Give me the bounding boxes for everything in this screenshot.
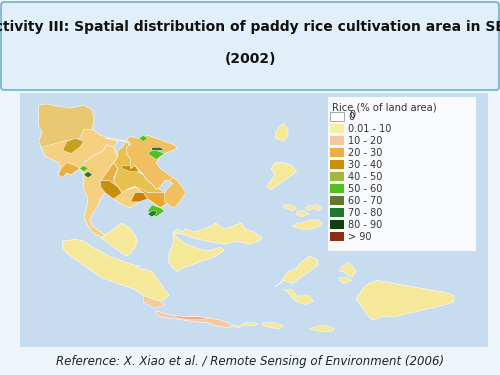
Polygon shape (276, 256, 318, 286)
Text: 30 - 40: 30 - 40 (348, 160, 382, 170)
FancyBboxPatch shape (1, 2, 499, 90)
Polygon shape (126, 187, 169, 208)
Polygon shape (173, 315, 207, 320)
Text: Activity III: Spatial distribution of paddy rice cultivation area in SEA: Activity III: Spatial distribution of pa… (0, 20, 500, 34)
Text: 80 - 90: 80 - 90 (348, 220, 382, 230)
Polygon shape (126, 135, 178, 190)
Polygon shape (38, 104, 110, 178)
Polygon shape (310, 326, 335, 332)
Polygon shape (148, 211, 156, 217)
Text: 0.01 - 10: 0.01 - 10 (348, 124, 392, 134)
Bar (330, 172, 344, 181)
Polygon shape (101, 181, 122, 199)
Polygon shape (122, 166, 139, 172)
Text: 0: 0 (348, 112, 354, 122)
Polygon shape (284, 290, 296, 298)
Polygon shape (296, 211, 310, 217)
Text: 70 - 80: 70 - 80 (348, 208, 382, 218)
Polygon shape (148, 205, 164, 217)
Polygon shape (232, 325, 241, 328)
Bar (330, 220, 344, 229)
Polygon shape (130, 193, 148, 202)
Polygon shape (42, 129, 118, 178)
Text: 10 - 20: 10 - 20 (348, 136, 382, 146)
Bar (328, 97, 476, 251)
Polygon shape (136, 266, 139, 267)
Polygon shape (58, 162, 80, 178)
Text: > 90: > 90 (348, 232, 372, 242)
Bar (330, 196, 344, 205)
Polygon shape (62, 138, 84, 153)
Text: Reference: X. Xiao et al. / Remote Sensing of Environment (2006): Reference: X. Xiao et al. / Remote Sensi… (56, 356, 444, 369)
Bar (330, 148, 344, 157)
Bar (330, 184, 344, 193)
Polygon shape (267, 162, 296, 190)
Bar (330, 160, 344, 169)
Polygon shape (241, 323, 258, 326)
Bar (330, 232, 344, 241)
Bar (20, 93, 488, 347)
Polygon shape (62, 239, 169, 302)
Polygon shape (356, 280, 454, 320)
Text: (2002): (2002) (224, 52, 276, 66)
Text: 0: 0 (349, 110, 355, 120)
Polygon shape (152, 147, 164, 150)
Text: 60 - 70: 60 - 70 (348, 196, 382, 206)
Polygon shape (173, 223, 262, 244)
Bar (330, 208, 344, 217)
Polygon shape (292, 220, 322, 229)
Polygon shape (148, 208, 164, 217)
Polygon shape (305, 205, 314, 211)
Polygon shape (262, 323, 284, 329)
Polygon shape (101, 162, 118, 187)
Bar (330, 124, 344, 133)
Polygon shape (169, 232, 224, 272)
Polygon shape (101, 223, 138, 256)
Polygon shape (314, 205, 322, 211)
Polygon shape (139, 135, 147, 141)
Polygon shape (80, 166, 88, 172)
Polygon shape (164, 178, 186, 208)
Bar (330, 136, 344, 145)
Text: Rice (% of land area): Rice (% of land area) (332, 103, 436, 113)
Polygon shape (276, 123, 288, 141)
Bar (330, 112, 344, 121)
Polygon shape (339, 278, 352, 284)
Polygon shape (284, 205, 296, 211)
Text: 50 - 60: 50 - 60 (348, 184, 382, 194)
Polygon shape (344, 268, 352, 274)
Polygon shape (144, 296, 165, 308)
Text: 40 - 50: 40 - 50 (348, 172, 382, 182)
Polygon shape (105, 138, 169, 208)
Polygon shape (339, 262, 356, 278)
Polygon shape (84, 144, 146, 241)
Polygon shape (84, 172, 92, 178)
Polygon shape (156, 311, 232, 328)
Polygon shape (292, 296, 314, 304)
Text: 20 - 30: 20 - 30 (348, 148, 382, 158)
Polygon shape (148, 150, 164, 159)
